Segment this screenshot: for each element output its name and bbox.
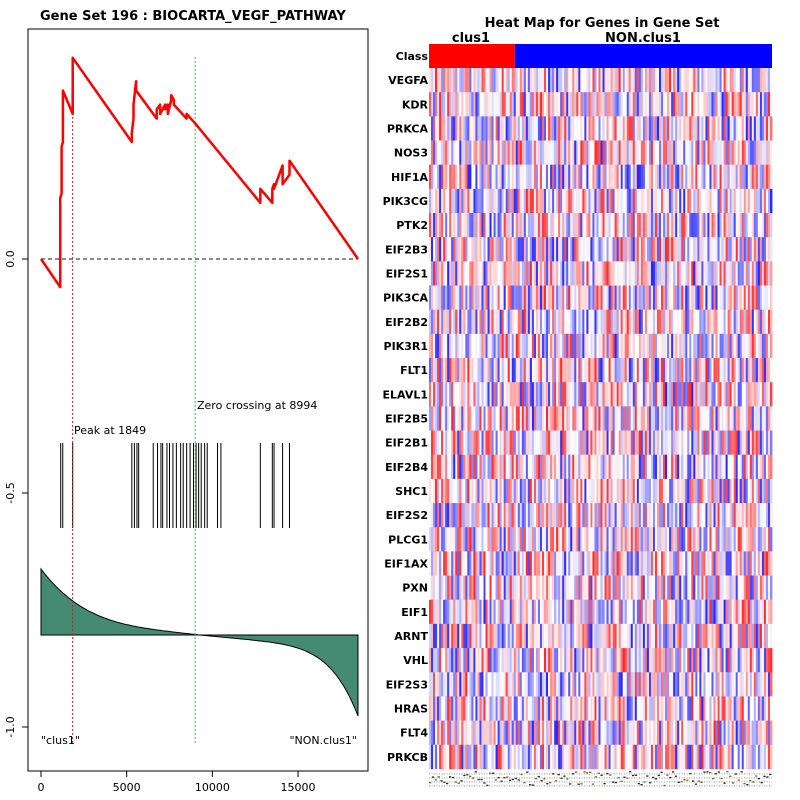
heatmap-row-eif1 <box>429 599 773 625</box>
heatmap-row-vegfa <box>429 68 773 93</box>
gene-label-eif2b4: EIF2B4 <box>385 461 428 474</box>
gene-label-eif2s3: EIF2S3 <box>386 678 428 691</box>
heatmap-row-flt4 <box>429 720 773 746</box>
gene-label-kdr: KDR <box>402 98 429 111</box>
x-tick-label-0: 0 <box>38 781 45 794</box>
gene-label-plcg1: PLCG1 <box>388 533 428 546</box>
heatmap-row-prkcb <box>429 744 773 770</box>
enrichment-plot-title: Gene Set 196 : BIOCARTA_VEGF_PATHWAY <box>40 9 346 24</box>
zero-crossing-label: Zero crossing at 8994 <box>197 399 317 412</box>
gene-labels: VEGFA KDR PRKCA NOS3 HIF1A PIK3CG PTK2 EIF2B3 EI… <box>383 74 429 764</box>
heatmap-row-eif2b5 <box>429 406 773 431</box>
gene-label-flt4: FLT4 <box>400 727 428 740</box>
gene-label-prkca: PRKCA <box>387 122 429 135</box>
heatmap-row-pik3cg <box>429 188 773 214</box>
heatmap-class-non-clus1: NON.clus1 <box>605 31 681 46</box>
gene-label-prkcb: PRKCB <box>387 751 428 764</box>
heatmap-rows <box>429 68 773 770</box>
gene-label-eif2b3: EIF2B3 <box>385 243 428 256</box>
gene-label-eif2s2: EIF2S2 <box>386 509 428 522</box>
enrichment-content <box>39 56 360 745</box>
heatmap-row-arnt <box>429 623 773 649</box>
gene-label-eif2b2: EIF2B2 <box>385 316 428 329</box>
x-tick-label-2: 10000 <box>195 781 230 794</box>
running-es-line <box>39 56 360 289</box>
heatmap-row-eif2b3 <box>429 237 773 262</box>
heatmap-row-pxn <box>429 575 773 601</box>
gene-label-pik3ca: PIK3CA <box>383 292 428 305</box>
heatmap-row-eif2b2 <box>429 309 773 335</box>
class-label-non-clus1: "NON.clus1" <box>289 734 357 747</box>
gene-label-pik3r1: PIK3R1 <box>384 340 428 353</box>
heatmap-row-flt1 <box>429 358 773 383</box>
heatmap-row-elavl1 <box>429 382 773 407</box>
y-tick-label-0: 0.0 <box>4 250 17 268</box>
heatmap-row-eif2s2 <box>429 503 773 528</box>
y-tick-label-1: -0.5 <box>4 482 17 503</box>
class-color-bars <box>429 44 772 68</box>
gene-label-vegfa: VEGFA <box>388 74 428 87</box>
gene-label-eif2b1: EIF2B1 <box>385 437 428 450</box>
heatmap-title: Heat Map for Genes in Gene Set <box>485 16 720 31</box>
heatmap-row-vhl <box>429 648 773 673</box>
gene-label-eif2b5: EIF2B5 <box>385 413 428 426</box>
class-label-clus1: "clus1" <box>41 734 80 747</box>
class-bar-0 <box>429 44 515 68</box>
heatmap-row-pik3r1 <box>429 333 773 359</box>
gene-label-flt1: FLT1 <box>400 364 428 377</box>
gene-label-pik3cg: PIK3CG <box>383 195 428 208</box>
gene-label-ptk2: PTK2 <box>396 219 428 232</box>
ranked-metric-area <box>40 567 359 717</box>
heatmap-row-hif1a <box>429 164 773 190</box>
gene-label-hras: HRAS <box>394 703 428 716</box>
heatmap-row-hras <box>429 696 773 721</box>
gene-label-hif1a: HIF1A <box>391 171 428 184</box>
enrichment-plot: Gene Set 196 : BIOCARTA_VEGF_PATHWAY 0 50… <box>4 9 369 794</box>
gene-label-nos3: NOS3 <box>394 147 428 160</box>
heatmap-row-eif2b1 <box>429 430 773 456</box>
heatmap-row-plcg1 <box>429 527 773 552</box>
peak-label: Peak at 1849 <box>74 424 146 437</box>
gene-label-pxn: PXN <box>402 582 428 595</box>
x-tick-label-1: 5000 <box>113 781 141 794</box>
class-row-label: Class <box>396 50 429 63</box>
heatmap-row-eif2s1 <box>429 261 773 286</box>
heatmap-row-eif1ax <box>429 551 773 576</box>
heatmap-row-eif2b4 <box>429 454 773 480</box>
heatmap-row-kdr <box>429 92 773 117</box>
gene-label-vhl: VHL <box>403 654 428 667</box>
gene-label-elavl1: ELAVL1 <box>383 388 428 401</box>
gene-label-shc1: SHC1 <box>395 485 428 498</box>
heatmap-panel: Heat Map for Genes in Gene Set clus1 NON… <box>383 16 773 787</box>
heatmap-row-ptk2 <box>429 213 773 238</box>
gene-label-eif2s1: EIF2S1 <box>386 267 428 280</box>
gene-label-eif1ax: EIF1AX <box>384 558 428 571</box>
heatmap-row-nos3 <box>429 140 773 165</box>
gene-label-eif1: EIF1 <box>401 606 428 619</box>
x-tick-label-3: 15000 <box>281 781 316 794</box>
gene-label-arnt: ARNT <box>394 630 428 643</box>
heatmap-row-shc1 <box>429 478 773 504</box>
heatmap-row-pik3ca <box>429 285 773 310</box>
sample-names-strip <box>429 771 772 787</box>
y-tick-label-2: -1.0 <box>4 716 17 737</box>
class-bar-1 <box>514 44 772 68</box>
heatmap-row-eif2s3 <box>429 672 773 697</box>
axes: 0 5000 10000 15000 0.0 -0.5 -1.0 <box>4 250 316 794</box>
heatmap-class-clus1: clus1 <box>452 31 490 46</box>
heatmap-row-prkca <box>429 116 773 141</box>
